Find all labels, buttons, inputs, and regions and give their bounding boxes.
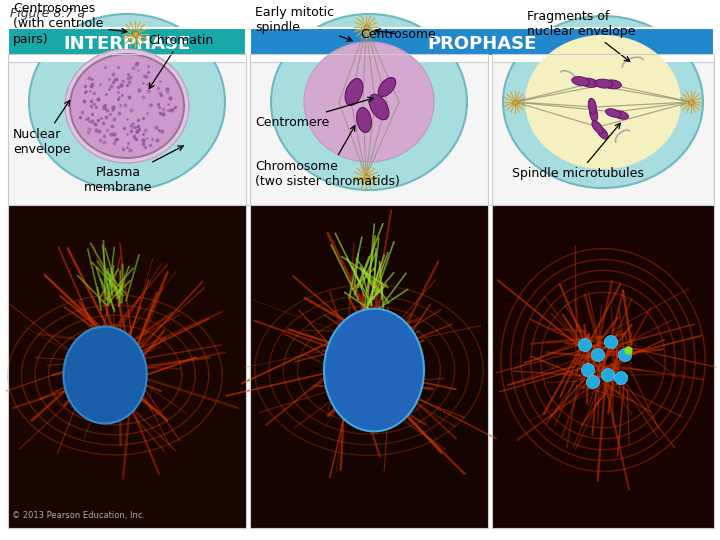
Ellipse shape (588, 98, 596, 114)
Text: Nuclear
envelope: Nuclear envelope (13, 100, 71, 156)
Ellipse shape (604, 335, 618, 348)
Ellipse shape (63, 327, 147, 423)
Ellipse shape (369, 94, 389, 120)
Ellipse shape (582, 363, 595, 376)
Text: Centromere: Centromere (255, 97, 373, 129)
Ellipse shape (572, 77, 590, 86)
Bar (8, 56, 714, 62)
Ellipse shape (304, 42, 434, 162)
Ellipse shape (601, 368, 615, 382)
Ellipse shape (356, 107, 372, 132)
Ellipse shape (324, 309, 424, 431)
Text: © 2013 Pearson Education, Inc.: © 2013 Pearson Education, Inc. (12, 511, 145, 520)
Ellipse shape (271, 14, 467, 190)
Ellipse shape (525, 35, 681, 169)
Ellipse shape (503, 16, 703, 188)
FancyBboxPatch shape (492, 62, 714, 528)
Ellipse shape (378, 77, 396, 97)
Bar (492, 54, 714, 528)
Text: Chromosome
(two sister chromatids): Chromosome (two sister chromatids) (255, 126, 400, 188)
Ellipse shape (618, 348, 631, 361)
Text: Centrosomes
(with centriole
pairs): Centrosomes (with centriole pairs) (13, 3, 127, 45)
Bar (250, 205, 488, 528)
Ellipse shape (580, 78, 598, 87)
Text: PROPHASE: PROPHASE (427, 35, 536, 53)
Ellipse shape (578, 339, 592, 352)
Bar (8, 54, 246, 528)
Ellipse shape (591, 348, 605, 361)
Bar (250, 54, 488, 528)
Ellipse shape (65, 49, 189, 163)
Ellipse shape (586, 375, 600, 389)
Ellipse shape (29, 14, 225, 190)
Text: Centrosome: Centrosome (360, 28, 436, 40)
FancyBboxPatch shape (8, 28, 246, 56)
Text: INTERPHASE: INTERPHASE (63, 35, 191, 53)
Ellipse shape (595, 79, 613, 88)
Ellipse shape (70, 54, 184, 158)
Ellipse shape (603, 80, 621, 89)
Ellipse shape (597, 127, 608, 139)
Ellipse shape (613, 111, 629, 119)
Text: Figure 8.7 a: Figure 8.7 a (10, 7, 85, 20)
Text: Spindle microtubules: Spindle microtubules (512, 123, 644, 180)
FancyBboxPatch shape (250, 28, 714, 56)
Bar (8, 205, 246, 528)
FancyBboxPatch shape (8, 62, 246, 528)
FancyBboxPatch shape (250, 62, 488, 528)
Text: Fragments of
nuclear envelope: Fragments of nuclear envelope (527, 10, 635, 62)
Text: Early mitotic
spindle: Early mitotic spindle (255, 6, 352, 41)
Ellipse shape (592, 121, 603, 133)
Text: Chromatin: Chromatin (148, 33, 213, 89)
Ellipse shape (590, 106, 598, 122)
Bar (492, 205, 714, 528)
Text: Plasma
membrane: Plasma membrane (84, 146, 184, 194)
Ellipse shape (614, 372, 628, 384)
Ellipse shape (345, 78, 363, 105)
Ellipse shape (606, 109, 621, 117)
